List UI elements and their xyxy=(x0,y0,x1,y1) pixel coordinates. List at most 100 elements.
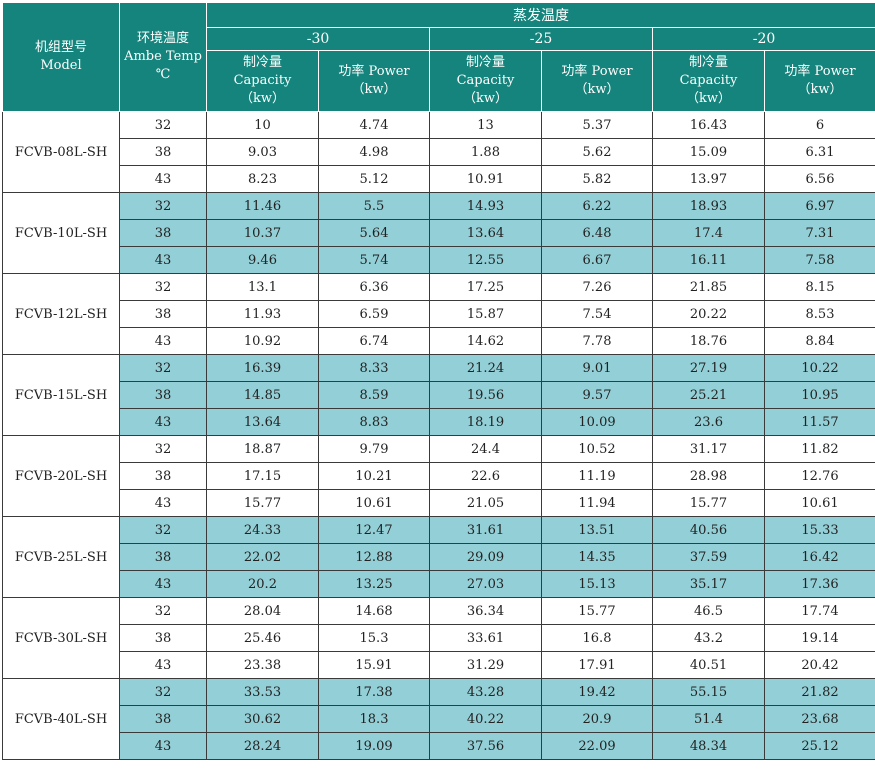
value-cell: 6.48 xyxy=(542,220,653,247)
value-cell: 21.85 xyxy=(653,274,765,301)
value-cell: 1.88 xyxy=(430,139,542,166)
value-cell: 10.09 xyxy=(542,409,653,436)
value-cell: 12.55 xyxy=(430,247,542,274)
power-header-unit: （kw） xyxy=(351,82,396,97)
value-cell: 18.19 xyxy=(430,409,542,436)
value-cell: 9.57 xyxy=(542,382,653,409)
value-cell: 55.15 xyxy=(653,679,765,706)
model-column-header: 机组型号 Model xyxy=(3,3,120,112)
value-cell: 22.02 xyxy=(207,544,319,571)
capacity-header-unit: （kw） xyxy=(240,91,285,106)
value-cell: 17.25 xyxy=(430,274,542,301)
value-cell: 16.43 xyxy=(653,112,765,139)
value-cell: 15.13 xyxy=(542,571,653,598)
value-cell: 23.38 xyxy=(207,652,319,679)
value-cell: 7.31 xyxy=(765,220,875,247)
value-cell: 6.74 xyxy=(319,328,430,355)
model-name-cell: FCVB-10L-SH xyxy=(3,193,120,274)
value-cell: 21.82 xyxy=(765,679,875,706)
ambient-temp-cell: 32 xyxy=(120,598,207,625)
value-cell: 22.09 xyxy=(542,733,653,760)
value-cell: 37.56 xyxy=(430,733,542,760)
value-cell: 6.97 xyxy=(765,193,875,220)
value-cell: 13.64 xyxy=(207,409,319,436)
ambient-temp-cell: 32 xyxy=(120,112,207,139)
value-cell: 22.6 xyxy=(430,463,542,490)
value-cell: 24.33 xyxy=(207,517,319,544)
value-cell: 15.87 xyxy=(430,301,542,328)
value-cell: 48.34 xyxy=(653,733,765,760)
value-cell: 24.4 xyxy=(430,436,542,463)
value-cell: 16.42 xyxy=(765,544,875,571)
value-cell: 35.17 xyxy=(653,571,765,598)
value-cell: 14.35 xyxy=(542,544,653,571)
ambient-temp-cell: 38 xyxy=(120,139,207,166)
value-cell: 13.97 xyxy=(653,166,765,193)
ambient-temp-cell: 43 xyxy=(120,571,207,598)
value-cell: 9.03 xyxy=(207,139,319,166)
value-cell: 12.76 xyxy=(765,463,875,490)
value-cell: 33.53 xyxy=(207,679,319,706)
value-cell: 20.42 xyxy=(765,652,875,679)
value-cell: 21.24 xyxy=(430,355,542,382)
value-cell: 12.88 xyxy=(319,544,430,571)
ambient-temp-cell: 38 xyxy=(120,301,207,328)
value-cell: 28.24 xyxy=(207,733,319,760)
value-cell: 29.09 xyxy=(430,544,542,571)
value-cell: 36.34 xyxy=(430,598,542,625)
value-cell: 17.15 xyxy=(207,463,319,490)
value-cell: 28.04 xyxy=(207,598,319,625)
value-cell: 8.59 xyxy=(319,382,430,409)
value-cell: 15.09 xyxy=(653,139,765,166)
value-cell: 17.36 xyxy=(765,571,875,598)
ambient-temp-cell: 32 xyxy=(120,679,207,706)
value-cell: 10.92 xyxy=(207,328,319,355)
value-cell: 15.77 xyxy=(207,490,319,517)
ambient-temp-cell: 32 xyxy=(120,274,207,301)
table-header: 机组型号 Model 环境温度 Ambe Temp ℃ 蒸发温度 -30 -25… xyxy=(3,3,875,112)
value-cell: 23.6 xyxy=(653,409,765,436)
value-cell: 19.09 xyxy=(319,733,430,760)
value-cell: 8.33 xyxy=(319,355,430,382)
ambient-temp-cell: 43 xyxy=(120,733,207,760)
evap-temp-header: 蒸发温度 xyxy=(207,3,875,28)
capacity-header-zh: 制冷量 xyxy=(689,55,728,70)
value-cell: 13.51 xyxy=(542,517,653,544)
value-cell: 27.03 xyxy=(430,571,542,598)
ambient-temp-cell: 38 xyxy=(120,706,207,733)
value-cell: 23.68 xyxy=(765,706,875,733)
ambient-temp-cell: 32 xyxy=(120,517,207,544)
value-cell: 9.01 xyxy=(542,355,653,382)
value-cell: 16.11 xyxy=(653,247,765,274)
value-cell: 43.28 xyxy=(430,679,542,706)
value-cell: 19.42 xyxy=(542,679,653,706)
value-cell: 11.82 xyxy=(765,436,875,463)
value-cell: 10 xyxy=(207,112,319,139)
value-cell: 18.76 xyxy=(653,328,765,355)
value-cell: 10.91 xyxy=(430,166,542,193)
value-cell: 31.61 xyxy=(430,517,542,544)
value-cell: 11.19 xyxy=(542,463,653,490)
value-cell: 12.47 xyxy=(319,517,430,544)
value-cell: 33.61 xyxy=(430,625,542,652)
model-name-cell: FCVB-30L-SH xyxy=(3,598,120,679)
power-header: 功率 Power （kw） xyxy=(542,51,653,112)
value-cell: 10.21 xyxy=(319,463,430,490)
value-cell: 14.85 xyxy=(207,382,319,409)
value-cell: 14.62 xyxy=(430,328,542,355)
value-cell: 15.77 xyxy=(542,598,653,625)
ambient-temp-cell: 32 xyxy=(120,436,207,463)
value-cell: 21.05 xyxy=(430,490,542,517)
value-cell: 17.38 xyxy=(319,679,430,706)
power-header-unit: （kw） xyxy=(797,82,842,97)
value-cell: 17.91 xyxy=(542,652,653,679)
value-cell: 8.23 xyxy=(207,166,319,193)
value-cell: 8.15 xyxy=(765,274,875,301)
value-cell: 7.54 xyxy=(542,301,653,328)
